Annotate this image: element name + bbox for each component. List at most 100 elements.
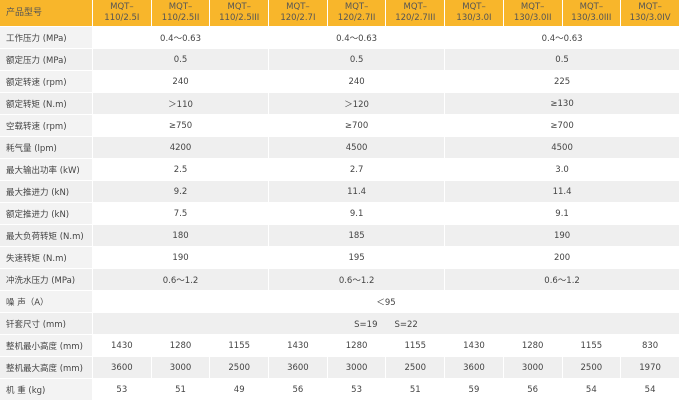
model-header: MQT– 110/2.5II [151, 0, 210, 26]
value-cell: 3600 [445, 357, 503, 378]
model-header: MQT– 130/3.0II [503, 0, 562, 26]
value-cell: 2500 [210, 357, 269, 378]
value-cell: ≥700 [269, 115, 445, 136]
value-cell: 0.4～0.63 [93, 27, 269, 48]
row-label: 耗气量 (lpm) [0, 137, 92, 158]
value-cell: 0.5 [445, 49, 679, 70]
value-cell: 830 [621, 335, 679, 356]
table-row: 噪 声（A） ＜95 [0, 291, 679, 312]
value-cell: 1155 [386, 335, 445, 356]
value-cell: ＞120 [269, 93, 445, 114]
value-cell: 59 [445, 379, 503, 400]
value-cell: 2.7 [269, 159, 445, 180]
row-label: 工作压力 (MPa) [0, 27, 92, 48]
value-cell: 4500 [445, 137, 679, 158]
value-cell: 51 [151, 379, 210, 400]
row-label: 冲洗水压力 (MPa) [0, 269, 92, 290]
value-cell: 2500 [386, 357, 445, 378]
model-header: MQT– 130/3.0IV [621, 0, 679, 26]
value-cell: 3000 [327, 357, 386, 378]
value-cell: 4200 [93, 137, 269, 158]
table-row: 额定转速 (rpm) 240 240 225 [0, 71, 679, 92]
row-label: 额定推进力 (kN) [0, 203, 92, 224]
row-label: 额定转速 (rpm) [0, 71, 92, 92]
value-cell: 3.0 [445, 159, 679, 180]
row-label: 失速转矩 (N.m) [0, 247, 92, 268]
value-cell: 0.6～1.2 [445, 269, 679, 290]
value-cell: 9.2 [93, 181, 269, 202]
table-row: 额定转矩 (N.m) ＞110 ＞120 ≥130 [0, 93, 679, 114]
value-cell: 56 [503, 379, 562, 400]
table-row: 冲洗水压力 (MPa) 0.6～1.2 0.6～1.2 0.6～1.2 [0, 269, 679, 290]
value-cell: 7.5 [93, 203, 269, 224]
value-cell: 1430 [269, 335, 327, 356]
table-row: 整机最大高度 (mm) 3600 3000 2500 3600 3000 2500 3600 3… [0, 357, 679, 378]
value-cell: ≥130 [445, 93, 679, 114]
value-cell: 0.4～0.63 [269, 27, 445, 48]
value-cell: 0.6～1.2 [93, 269, 269, 290]
table-row: 工作压力 (MPa) 0.4～0.63 0.4～0.63 0.4～0.63 [0, 27, 679, 48]
table-row: 最大负荷转矩 (N.m) 180 185 190 [0, 225, 679, 246]
value-cell: 3600 [269, 357, 327, 378]
table-row: 额定推进力 (kN) 7.5 9.1 9.1 [0, 203, 679, 224]
value-cell: ＜95 [93, 291, 679, 312]
table-row: 耗气量 (lpm) 4200 4500 4500 [0, 137, 679, 158]
table-row: 机 重 (kg) 53 51 49 56 53 51 59 56 54 54 [0, 379, 679, 400]
row-label: 额定转矩 (N.m) [0, 93, 92, 114]
value-cell: S=19 S=22 [93, 313, 679, 334]
value-cell: 1430 [445, 335, 503, 356]
value-cell: 1280 [503, 335, 562, 356]
model-header: MQT– 130/3.0I [445, 0, 503, 26]
row-label: 噪 声（A） [0, 291, 92, 312]
value-cell: 3000 [503, 357, 562, 378]
value-cell: 190 [445, 225, 679, 246]
model-header: MQT– 110/2.5III [210, 0, 269, 26]
model-header: MQT– 120/2.7I [269, 0, 327, 26]
table-row: 最大输出功率 (kW) 2.5 2.7 3.0 [0, 159, 679, 180]
value-cell: 190 [93, 247, 269, 268]
table-row: 钎套尺寸 (mm) S=19 S=22 [0, 313, 679, 334]
value-cell: 9.1 [445, 203, 679, 224]
row-label: 整机最小高度 (mm) [0, 335, 92, 356]
value-cell: 53 [327, 379, 386, 400]
value-cell: 0.4～0.63 [445, 27, 679, 48]
value-cell: 1155 [210, 335, 269, 356]
row-label: 机 重 (kg) [0, 379, 92, 400]
value-cell: 1280 [327, 335, 386, 356]
value-cell: ≥700 [445, 115, 679, 136]
row-label: 最大负荷转矩 (N.m) [0, 225, 92, 246]
model-header: MQT– 110/2.5I [93, 0, 151, 26]
spec-table: 产品型号 MQT– 110/2.5I MQT– 110/2.5II MQT– 110… [0, 0, 679, 400]
value-cell: 3000 [151, 357, 210, 378]
value-cell: 51 [386, 379, 445, 400]
value-cell: ＞110 [93, 93, 269, 114]
value-cell: 56 [269, 379, 327, 400]
table-row: 失速转矩 (N.m) 190 195 200 [0, 247, 679, 268]
model-header: MQT– 120/2.7II [327, 0, 386, 26]
value-cell: 2.5 [93, 159, 269, 180]
value-cell: 200 [445, 247, 679, 268]
value-cell: ≥750 [93, 115, 269, 136]
table-row: 最大推进力 (kN) 9.2 11.4 11.4 [0, 181, 679, 202]
value-cell: 9.1 [269, 203, 445, 224]
value-cell: 53 [93, 379, 151, 400]
value-cell: 0.5 [269, 49, 445, 70]
value-cell: 240 [269, 71, 445, 92]
row-label: 最大输出功率 (kW) [0, 159, 92, 180]
table-row: 空载转速 (rpm) ≥750 ≥700 ≥700 [0, 115, 679, 136]
row-label: 整机最大高度 (mm) [0, 357, 92, 378]
row-label: 最大推进力 (kN) [0, 181, 92, 202]
model-header: MQT– 120/2.7III [386, 0, 445, 26]
value-cell: 2500 [562, 357, 621, 378]
value-cell: 11.4 [445, 181, 679, 202]
value-cell: 4500 [269, 137, 445, 158]
value-cell: 240 [93, 71, 269, 92]
value-cell: 185 [269, 225, 445, 246]
model-header: MQT– 130/3.0III [562, 0, 621, 26]
value-cell: 54 [621, 379, 679, 400]
value-cell: 54 [562, 379, 621, 400]
row-label: 空载转速 (rpm) [0, 115, 92, 136]
header-label: 产品型号 [0, 0, 92, 26]
value-cell: 11.4 [269, 181, 445, 202]
value-cell: 1430 [93, 335, 151, 356]
